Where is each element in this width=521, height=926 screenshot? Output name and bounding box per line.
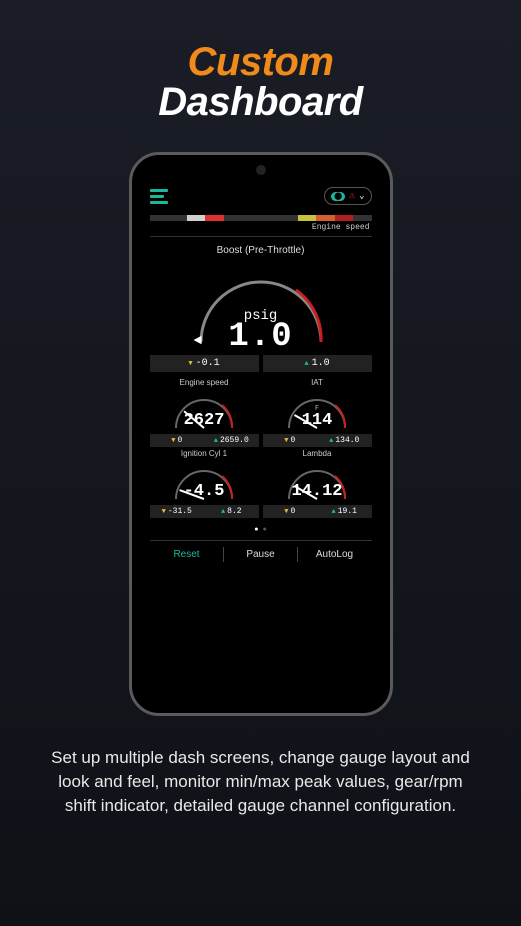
max-arrow-icon: ▲: [329, 437, 333, 445]
small-gauge-label: Lambda: [263, 449, 372, 458]
max-arrow-icon: ▲: [214, 437, 218, 445]
shift-segment: [205, 215, 224, 221]
connection-badge: ⬤: [331, 192, 345, 201]
shift-indicator-label: Engine speed: [146, 223, 376, 232]
small-minmax: ▼ 0 ▲ 19.1: [263, 505, 372, 518]
small-gauge-3[interactable]: Lambda 14.12 ▼ 0 ▲ 19.1: [263, 449, 372, 518]
shift-segment: [168, 215, 187, 221]
shift-indicator-bar: [150, 215, 372, 221]
page-dot-active: ●: [254, 526, 258, 534]
title-line-2: Dashboard: [0, 82, 521, 122]
small-minmax: ▼ 0 ▲ 2659.0: [150, 434, 259, 447]
title-line-1: Custom: [0, 42, 521, 82]
small-gauge-value: -4.5: [164, 482, 244, 501]
shift-segment: [242, 215, 261, 221]
shift-segment: [224, 215, 243, 221]
sync-icon: ⚠: [349, 190, 355, 202]
camera-hole: [256, 165, 266, 175]
shift-segment: [298, 215, 317, 221]
small-minmax: ▼ 0 ▲ 134.0: [263, 434, 372, 447]
min-arrow-icon: ▼: [188, 360, 192, 368]
small-minmax: ▼ -31.5 ▲ 8.2: [150, 505, 259, 518]
small-gauge-label: Ignition Cyl 1: [150, 449, 259, 458]
min-arrow-icon: ▼: [171, 437, 175, 445]
gauge-row: Engine speed 2627 ▼ 0 ▲ 2659.0 IAT: [150, 378, 372, 447]
small-max[interactable]: ▲ 19.1: [317, 505, 372, 518]
gauge-row: Ignition Cyl 1 -4.5 ▼ -31.5 ▲ 8.2 Lambda: [150, 449, 372, 518]
small-min[interactable]: ▼ 0: [263, 434, 318, 447]
shift-segment: [279, 215, 298, 221]
page-dot: ●: [263, 526, 267, 534]
small-gauge-label: IAT: [263, 378, 372, 387]
shift-segment: [150, 215, 169, 221]
min-arrow-icon: ▼: [162, 508, 166, 516]
small-gauge-value: 2627: [164, 411, 244, 430]
small-gauge-arc: F 114: [277, 388, 357, 432]
phone-mockup: ⬤ ⚠ ⌄ Engine speed Boost (Pre-Throttle) …: [129, 152, 393, 716]
chevron-down-icon: ⌄: [359, 191, 364, 201]
reset-button[interactable]: Reset: [150, 541, 224, 568]
page-indicator[interactable]: ● ●: [146, 520, 376, 536]
main-gauge-label: Boost (Pre-Throttle): [146, 245, 376, 256]
shift-segment: [316, 215, 335, 221]
small-min[interactable]: ▼ 0: [263, 505, 318, 518]
small-max[interactable]: ▲ 8.2: [204, 505, 259, 518]
main-gauge-arc: psig 1.0 ◄: [186, 262, 336, 347]
min-arrow-icon: ▼: [284, 508, 288, 516]
connection-status-pill[interactable]: ⬤ ⚠ ⌄: [324, 187, 371, 205]
menu-icon[interactable]: [150, 189, 168, 204]
main-gauge[interactable]: Boost (Pre-Throttle) psig 1.0 ◄ ▼ -0.1 ▲…: [146, 241, 376, 376]
small-gauge-value: 14.12: [277, 482, 357, 501]
small-max[interactable]: ▲ 134.0: [317, 434, 372, 447]
small-gauge-value: 114: [277, 411, 357, 430]
max-arrow-icon: ▲: [332, 508, 336, 516]
top-bar: ⬤ ⚠ ⌄: [146, 187, 376, 211]
small-gauge-2[interactable]: Ignition Cyl 1 -4.5 ▼ -31.5 ▲ 8.2: [150, 449, 259, 518]
small-gauge-label: Engine speed: [150, 378, 259, 387]
main-minmax-bar: ▼ -0.1 ▲ 1.0: [150, 355, 372, 372]
autolog-button[interactable]: AutoLog: [298, 541, 372, 568]
main-min[interactable]: ▼ -0.1: [150, 355, 259, 372]
app-screen: ⬤ ⚠ ⌄ Engine speed Boost (Pre-Throttle) …: [140, 165, 382, 703]
promo-title: Custom Dashboard: [0, 0, 521, 122]
divider: [150, 236, 372, 237]
max-arrow-icon: ▲: [221, 508, 225, 516]
min-arrow-icon: ▼: [284, 437, 288, 445]
main-gauge-value: 1.0: [186, 318, 336, 356]
small-max[interactable]: ▲ 2659.0: [204, 434, 259, 447]
shift-segment: [261, 215, 280, 221]
small-gauge-arc: 2627: [164, 388, 244, 432]
main-gauge-needle: ◄: [194, 333, 202, 349]
small-gauge-0[interactable]: Engine speed 2627 ▼ 0 ▲ 2659.0: [150, 378, 259, 447]
shift-segment: [335, 215, 354, 221]
bottom-toolbar: Reset Pause AutoLog: [150, 540, 372, 568]
max-arrow-icon: ▲: [304, 360, 308, 368]
small-gauge-arc: 14.12: [277, 459, 357, 503]
small-min[interactable]: ▼ -31.5: [150, 505, 205, 518]
shift-segment: [353, 215, 372, 221]
pause-button[interactable]: Pause: [224, 541, 298, 568]
main-max[interactable]: ▲ 1.0: [263, 355, 372, 372]
shift-segment: [187, 215, 206, 221]
small-min[interactable]: ▼ 0: [150, 434, 205, 447]
small-gauge-1[interactable]: IAT F 114 ▼ 0 ▲ 134.0: [263, 378, 372, 447]
promo-description: Set up multiple dash screens, change gau…: [0, 716, 521, 817]
small-gauge-arc: -4.5: [164, 459, 244, 503]
